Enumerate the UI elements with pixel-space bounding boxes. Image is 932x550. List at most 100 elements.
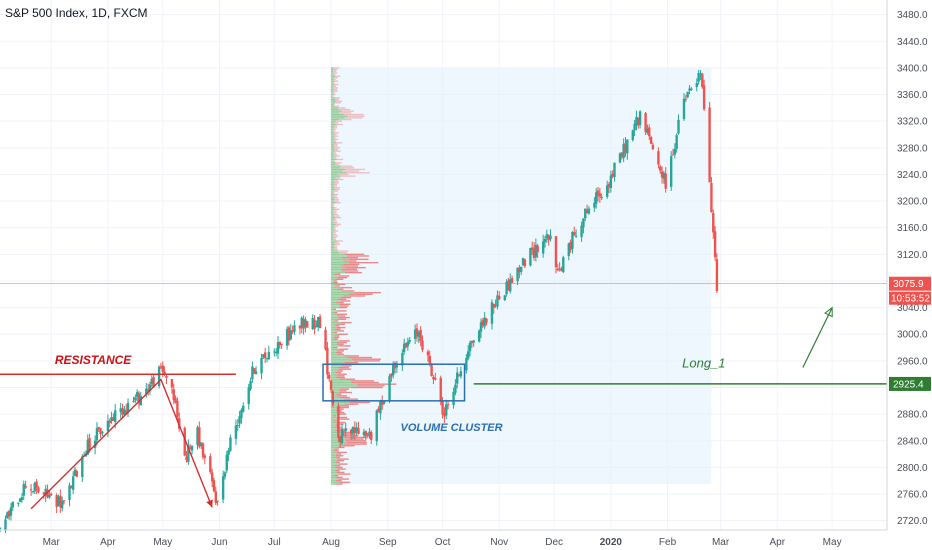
profile-bar	[333, 338, 338, 340]
profile-bar	[331, 340, 340, 342]
y-tick-label: 3280.0	[897, 143, 928, 154]
profile-bar	[340, 321, 352, 324]
candle-body	[651, 144, 655, 150]
candle-body	[648, 127, 651, 137]
trend-lines[interactable]	[30, 378, 213, 510]
volume-cluster-box[interactable]	[322, 363, 466, 402]
profile-bar	[331, 386, 351, 389]
profile-area	[331, 67, 712, 485]
profile-bar	[331, 456, 336, 459]
profile-bar	[331, 315, 338, 317]
candle-body	[607, 184, 611, 187]
profile-bar	[336, 376, 345, 379]
candle-body	[340, 429, 344, 444]
candle-body	[483, 317, 486, 327]
candle-body	[426, 351, 430, 356]
candle-body	[699, 73, 702, 75]
profile-bar	[334, 448, 339, 450]
profile-bar	[331, 155, 336, 157]
candle-body	[267, 351, 271, 360]
profile-bar	[331, 481, 340, 484]
candle-body	[199, 442, 203, 446]
profile-bar	[341, 270, 359, 272]
profile-bar	[331, 150, 335, 152]
profile-bar	[331, 326, 337, 329]
profile-bar	[331, 212, 333, 214]
current-price-tag[interactable]	[889, 276, 931, 291]
profile-bar	[331, 115, 348, 117]
candle-body	[452, 391, 455, 406]
profile-bar	[343, 113, 364, 116]
long-arrow[interactable]	[802, 307, 833, 368]
candle-body	[472, 340, 475, 343]
profile-bar	[331, 125, 334, 127]
profile-bar	[331, 465, 335, 467]
price-axis[interactable]: 2720.02760.02800.02840.02880.02920.02960…	[886, 0, 931, 530]
profile-bar	[331, 406, 339, 409]
profile-bar	[333, 183, 338, 186]
profile-bar	[331, 373, 338, 375]
profile-bar	[342, 435, 359, 437]
candle-body	[48, 495, 51, 498]
profile-bar	[331, 285, 335, 287]
long-level-tag[interactable]	[889, 376, 931, 391]
profile-bar	[331, 418, 341, 420]
profile-bar	[331, 67, 335, 69]
profile-bar	[331, 165, 341, 167]
candle-body	[485, 318, 488, 323]
candle-body	[677, 119, 680, 134]
profile-bar	[333, 207, 337, 209]
profile-bar	[353, 360, 380, 362]
profile-bar	[331, 286, 341, 289]
time-axis[interactable]: Mar Apr May Jun Jul Aug Sep Oct Nov Dec 2020 Feb Mar…	[0, 529, 887, 548]
x-tick-label: Jul	[268, 537, 281, 548]
profile-bar	[333, 280, 338, 282]
profile-bar	[331, 303, 340, 305]
profile-bar	[331, 478, 339, 480]
profile-bar	[331, 316, 339, 319]
candle-body	[159, 366, 163, 368]
profile-bar	[331, 77, 334, 79]
candle-body	[609, 175, 613, 189]
candle-body	[221, 476, 225, 500]
profile-bar	[333, 420, 338, 422]
profile-bar	[331, 411, 338, 414]
candle-body	[580, 225, 583, 238]
profile-bar	[331, 380, 351, 382]
profile-bar	[337, 298, 347, 300]
profile-bar	[331, 218, 334, 221]
profile-bar	[335, 97, 340, 99]
candle-body	[492, 303, 495, 308]
profile-bar	[331, 278, 336, 281]
profile-bar	[333, 215, 340, 217]
profile-bar	[345, 440, 366, 442]
candle-body	[42, 492, 46, 495]
profile-bar	[336, 276, 348, 279]
profile-bar	[338, 306, 347, 309]
profile-bar	[331, 100, 337, 102]
profile-bar	[348, 261, 379, 264]
candle-body	[690, 88, 693, 90]
candle-body	[675, 135, 678, 149]
candle-body	[649, 136, 653, 144]
candle-body	[306, 321, 309, 328]
profile-bar	[331, 311, 334, 314]
profile-bar	[337, 341, 347, 344]
candle-body	[315, 325, 318, 328]
profile-bar	[336, 123, 343, 126]
profile-bar	[331, 423, 336, 425]
profile-bar	[333, 127, 338, 129]
candle-body	[163, 371, 166, 375]
profile-bar	[333, 190, 338, 192]
profile-bar	[331, 128, 334, 131]
candle-body	[353, 427, 356, 434]
candle-body	[62, 500, 66, 502]
profile-bar	[343, 263, 360, 266]
profile-bar	[334, 187, 341, 189]
candle-body	[669, 156, 673, 187]
profile-bar	[347, 115, 365, 117]
candle-body	[362, 431, 366, 436]
profile-bar	[334, 285, 340, 287]
profile-bar	[331, 446, 338, 449]
